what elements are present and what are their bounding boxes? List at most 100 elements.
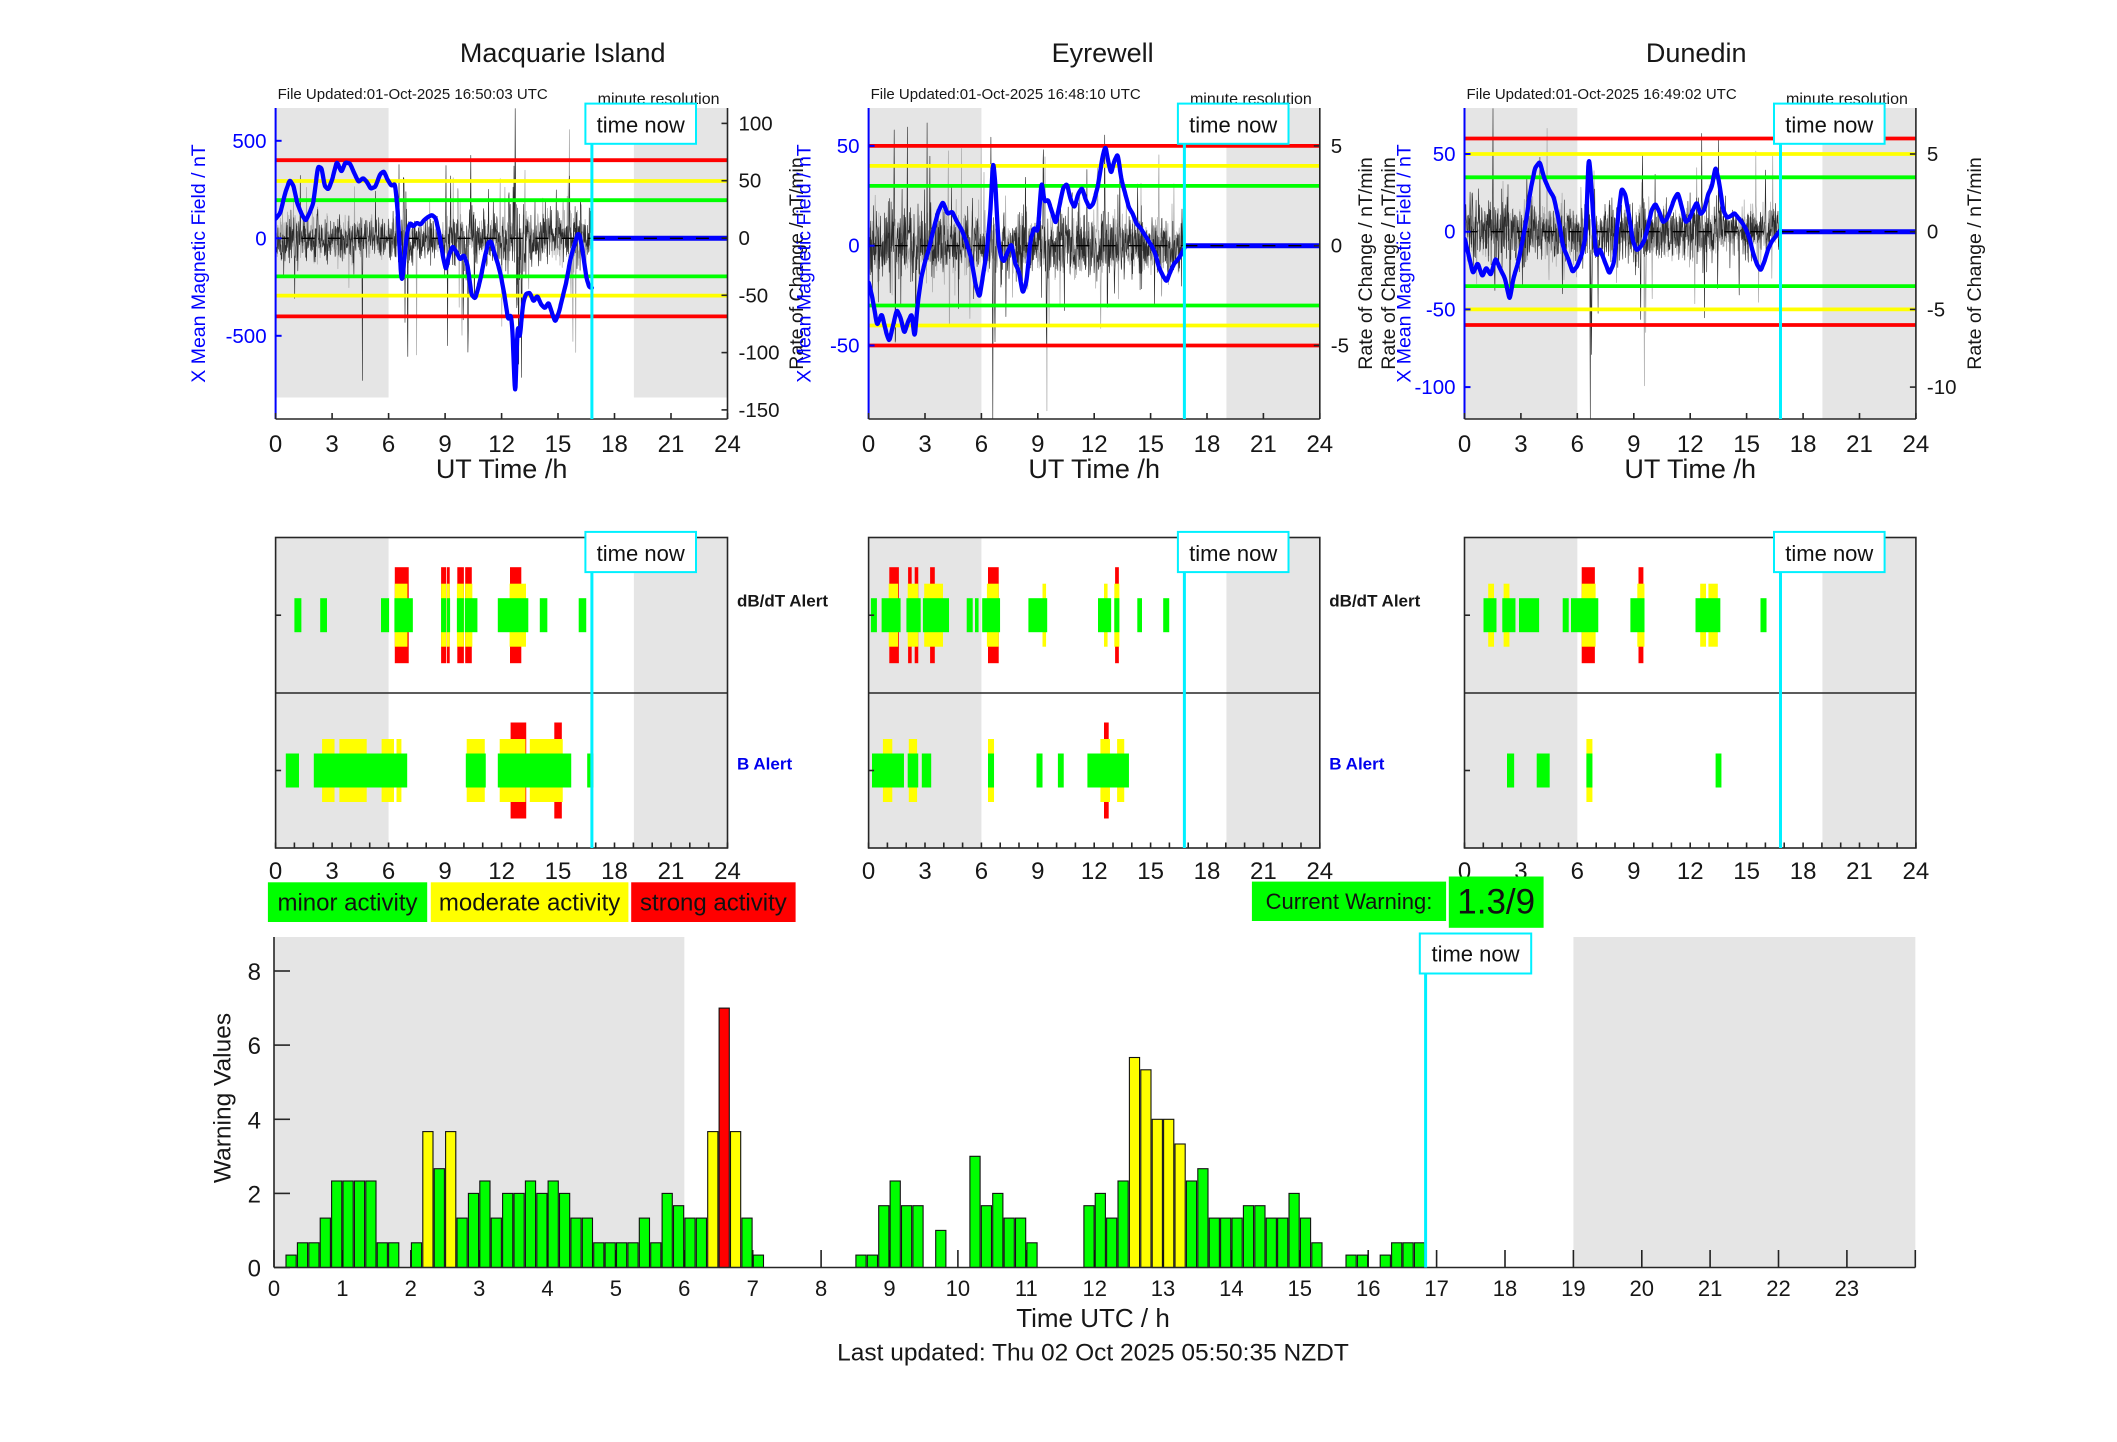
svg-text:B Alert: B Alert xyxy=(1329,755,1384,774)
svg-text:-100: -100 xyxy=(1414,376,1455,399)
svg-text:3: 3 xyxy=(1514,431,1527,458)
svg-text:12: 12 xyxy=(488,858,515,885)
svg-text:6: 6 xyxy=(1571,431,1584,458)
svg-text:Rate of Change / nT/min: Rate of Change / nT/min xyxy=(1355,157,1377,369)
svg-text:15: 15 xyxy=(1137,858,1164,885)
svg-text:24: 24 xyxy=(714,858,741,885)
svg-text:15: 15 xyxy=(1288,1276,1312,1301)
svg-text:20: 20 xyxy=(1630,1276,1654,1301)
svg-text:File Updated:01-Oct-2025 16:48: File Updated:01-Oct-2025 16:48:10 UTC xyxy=(871,86,1141,103)
svg-text:Rate of Change / nT/min: Rate of Change / nT/min xyxy=(1964,157,1986,369)
svg-text:9: 9 xyxy=(438,858,451,885)
svg-text:24: 24 xyxy=(1306,858,1333,885)
svg-text:3: 3 xyxy=(918,858,931,885)
svg-text:24: 24 xyxy=(1306,431,1333,458)
svg-text:9: 9 xyxy=(438,431,451,458)
svg-text:12: 12 xyxy=(1081,858,1108,885)
svg-text:50: 50 xyxy=(739,170,762,193)
svg-text:24: 24 xyxy=(1903,431,1930,458)
svg-text:3: 3 xyxy=(325,431,338,458)
svg-text:11: 11 xyxy=(1015,1276,1038,1301)
svg-text:0: 0 xyxy=(248,1256,261,1283)
svg-text:-50: -50 xyxy=(739,284,769,307)
svg-text:21: 21 xyxy=(1846,858,1873,885)
svg-text:18: 18 xyxy=(1194,431,1221,458)
svg-text:18: 18 xyxy=(601,431,628,458)
svg-text:0: 0 xyxy=(862,858,875,885)
svg-text:18: 18 xyxy=(1194,858,1221,885)
svg-text:21: 21 xyxy=(658,858,685,885)
svg-text:15: 15 xyxy=(1733,858,1760,885)
svg-text:-100: -100 xyxy=(739,342,780,365)
svg-text:12: 12 xyxy=(1677,858,1704,885)
svg-text:9: 9 xyxy=(1031,431,1044,458)
svg-text:12: 12 xyxy=(488,431,515,458)
svg-text:15: 15 xyxy=(1733,431,1760,458)
svg-text:moderate activity: moderate activity xyxy=(439,890,620,917)
svg-text:100: 100 xyxy=(739,112,773,135)
svg-text:8: 8 xyxy=(815,1276,827,1301)
svg-text:0: 0 xyxy=(1927,221,1938,244)
svg-text:Rate of Change / nT/min: Rate of Change / nT/min xyxy=(786,157,808,369)
svg-text:Macquarie Island: Macquarie Island xyxy=(460,38,666,68)
svg-text:dB/dT Alert: dB/dT Alert xyxy=(1329,592,1420,611)
svg-text:time now: time now xyxy=(1189,541,1277,566)
svg-text:12: 12 xyxy=(1677,431,1704,458)
svg-text:2: 2 xyxy=(405,1276,417,1301)
svg-text:0: 0 xyxy=(848,235,859,258)
svg-text:9: 9 xyxy=(1627,858,1640,885)
svg-text:50: 50 xyxy=(837,135,860,158)
svg-text:minor activity: minor activity xyxy=(277,890,417,917)
svg-text:0: 0 xyxy=(268,1276,280,1301)
svg-text:-10: -10 xyxy=(1927,376,1957,399)
svg-text:0: 0 xyxy=(739,227,750,250)
svg-text:6: 6 xyxy=(382,858,395,885)
svg-text:12: 12 xyxy=(1082,1276,1106,1301)
svg-text:9: 9 xyxy=(1627,431,1640,458)
svg-text:UT Time /h: UT Time /h xyxy=(1028,454,1160,484)
svg-text:-50: -50 xyxy=(1426,298,1456,321)
svg-text:6: 6 xyxy=(248,1033,261,1060)
svg-text:-500: -500 xyxy=(226,325,267,348)
svg-text:6: 6 xyxy=(678,1276,690,1301)
svg-text:0: 0 xyxy=(1444,221,1455,244)
svg-text:0: 0 xyxy=(255,227,266,250)
svg-text:21: 21 xyxy=(1250,858,1277,885)
svg-text:16: 16 xyxy=(1356,1276,1380,1301)
svg-text:14: 14 xyxy=(1219,1276,1243,1301)
svg-text:8: 8 xyxy=(248,959,261,986)
svg-text:18: 18 xyxy=(1790,858,1817,885)
svg-text:15: 15 xyxy=(545,858,572,885)
svg-text:File Updated:01-Oct-2025 16:50: File Updated:01-Oct-2025 16:50:03 UTC xyxy=(278,86,548,103)
svg-text:50: 50 xyxy=(1433,143,1456,166)
svg-text:UT Time /h: UT Time /h xyxy=(1624,454,1756,484)
svg-text:4: 4 xyxy=(248,1107,261,1134)
svg-text:24: 24 xyxy=(1903,858,1930,885)
svg-text:Eyrewell: Eyrewell xyxy=(1052,38,1154,68)
svg-text:3: 3 xyxy=(325,858,338,885)
svg-text:B Alert: B Alert xyxy=(737,755,792,774)
svg-text:X Mean Magnetic Field / nT: X Mean Magnetic Field / nT xyxy=(188,144,210,383)
svg-text:3: 3 xyxy=(918,431,931,458)
svg-text:strong activity: strong activity xyxy=(640,890,787,917)
svg-text:time now: time now xyxy=(1785,541,1873,566)
svg-text:Time UTC / h: Time UTC / h xyxy=(1016,1303,1170,1333)
svg-text:time now: time now xyxy=(1189,113,1277,138)
svg-text:File Updated:01-Oct-2025 16:49: File Updated:01-Oct-2025 16:49:02 UTC xyxy=(1467,86,1737,103)
svg-text:10: 10 xyxy=(946,1276,970,1301)
svg-text:-150: -150 xyxy=(739,399,780,422)
svg-text:9: 9 xyxy=(1031,858,1044,885)
svg-text:2: 2 xyxy=(248,1181,261,1208)
svg-text:1.3/9: 1.3/9 xyxy=(1457,883,1535,922)
svg-text:Current Warning:: Current Warning: xyxy=(1266,889,1433,914)
svg-text:12: 12 xyxy=(1081,431,1108,458)
svg-text:6: 6 xyxy=(975,431,988,458)
svg-text:17: 17 xyxy=(1424,1276,1448,1301)
svg-text:0: 0 xyxy=(1331,235,1342,258)
svg-text:0: 0 xyxy=(269,858,282,885)
svg-text:time now: time now xyxy=(597,541,685,566)
svg-text:Rate of Change / nT/min: Rate of Change / nT/min xyxy=(1378,157,1400,369)
svg-text:23: 23 xyxy=(1835,1276,1859,1301)
svg-text:18: 18 xyxy=(1790,431,1817,458)
svg-text:Dunedin: Dunedin xyxy=(1646,38,1747,68)
